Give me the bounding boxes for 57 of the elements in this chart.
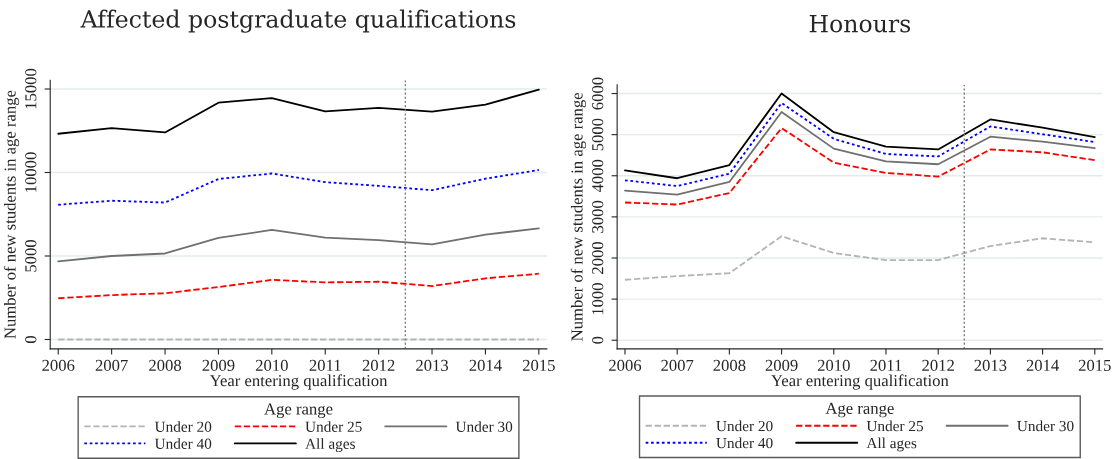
x-tick-label: 2007 <box>661 359 694 371</box>
x-tick-label: 2010 <box>817 359 850 371</box>
y-tick-label: 5000 <box>25 239 37 272</box>
x-tick-label: 2013 <box>416 359 449 371</box>
line-series <box>57 227 540 263</box>
y-tick-label: 4000 <box>592 159 604 193</box>
x-tick-label: 2006 <box>42 359 75 371</box>
y-axis-title: Number of new students in age range <box>3 90 20 339</box>
y-tick-label: 3000 <box>592 200 604 233</box>
x-tick-label: 2015 <box>1078 359 1111 371</box>
x-tick-label: 2015 <box>522 359 555 371</box>
x-tick-label: 2008 <box>713 359 746 371</box>
legend-label: Under 30 <box>455 421 513 432</box>
legend-label: All ages <box>866 437 917 452</box>
legend-label: Under 40 <box>154 438 212 449</box>
legend-title: Age range <box>264 403 333 419</box>
line-series <box>624 111 1096 196</box>
y-tick-label: 5000 <box>592 118 604 151</box>
x-tick-label: 2007 <box>95 359 128 371</box>
x-tick-label: 2006 <box>609 359 642 371</box>
x-tick-label: 2010 <box>255 359 288 371</box>
x-axis-title: Year entering qualification <box>771 374 949 390</box>
line-series <box>57 88 540 135</box>
line-series <box>624 92 1096 180</box>
legend-label: Under 40 <box>716 437 773 449</box>
line-series <box>624 127 1096 206</box>
x-tick-label: 2014 <box>469 359 502 371</box>
chart-title: Honours <box>809 14 911 33</box>
y-axis-title: Number of new students in age range <box>570 92 587 341</box>
y-tick-label: 10000 <box>25 152 37 192</box>
line-series <box>57 169 540 206</box>
x-tick-label: 2011 <box>870 359 902 371</box>
y-tick-label: 0 <box>592 336 604 344</box>
y-tick-label: 0 <box>25 335 37 344</box>
x-axis-title: Year entering qualification <box>209 374 388 390</box>
legend-label: Under 20 <box>716 420 773 432</box>
legend-label: All ages <box>305 438 355 453</box>
y-tick-label: 1000 <box>592 283 604 315</box>
legend-label: Under 25 <box>866 420 924 432</box>
y-tick-label: 6000 <box>592 77 604 110</box>
x-tick-label: 2012 <box>362 359 395 371</box>
x-tick-label: 2012 <box>922 359 954 371</box>
legend-label: Under 25 <box>305 421 362 432</box>
legend-label: Under 30 <box>1017 420 1074 432</box>
chart-title: Affected postgraduate qualifications <box>80 9 516 33</box>
line-series <box>624 102 1096 187</box>
x-tick-label: 2014 <box>1026 359 1059 371</box>
legend-label: Under 20 <box>154 421 212 432</box>
y-tick-label: 2000 <box>592 241 604 274</box>
x-tick-label: 2008 <box>149 359 182 371</box>
x-tick-label: 2013 <box>974 359 1007 371</box>
x-tick-label: 2011 <box>309 359 341 371</box>
x-tick-label: 2009 <box>765 359 798 371</box>
legend-title: Age range <box>825 402 894 418</box>
y-tick-label: 15000 <box>25 68 37 109</box>
line-series <box>57 272 540 300</box>
x-tick-label: 2009 <box>202 359 235 371</box>
